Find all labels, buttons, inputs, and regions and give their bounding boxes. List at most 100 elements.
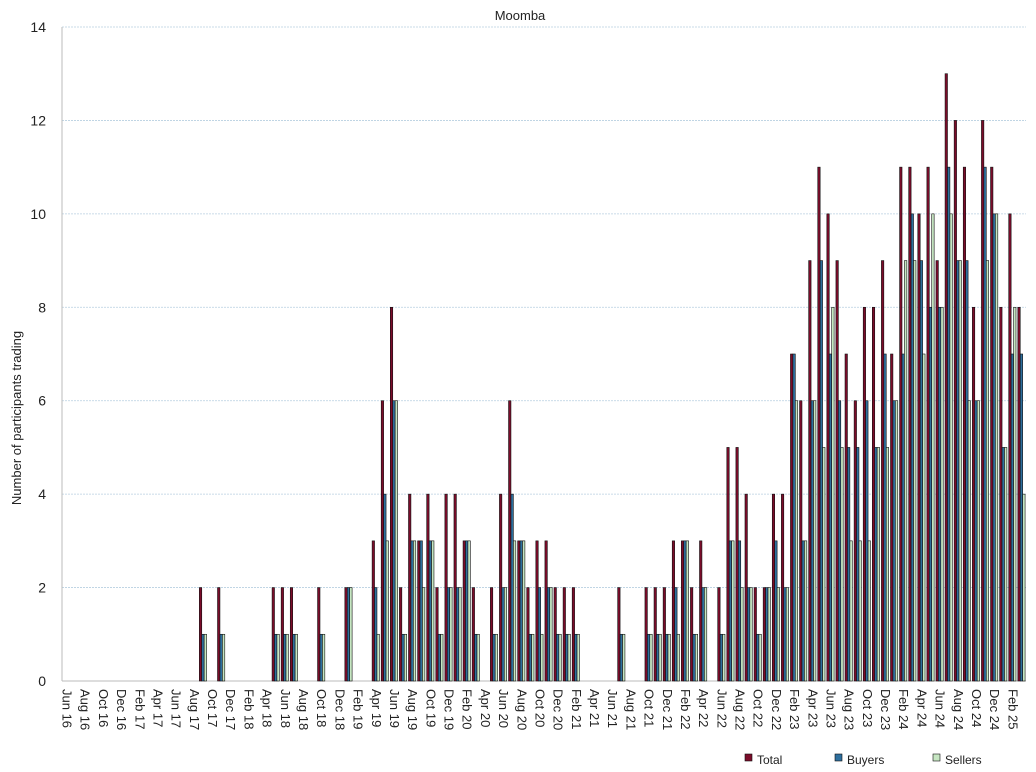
bar [919,260,923,682]
bar [1017,306,1021,682]
bar [981,120,985,682]
bar [428,540,432,682]
bar [431,540,435,682]
bar [285,633,289,682]
legend-swatch [932,753,941,762]
bar [899,166,903,682]
bar [844,353,848,682]
bar [822,447,826,682]
legend-label: Sellers [945,753,982,767]
bar [776,587,780,682]
bar [494,633,498,682]
bar [653,587,657,682]
bar [403,633,407,682]
x-tick-label: Jun 19 [387,689,402,728]
bar [1019,353,1023,682]
bar [962,166,966,682]
bar [537,587,541,682]
bar [422,587,426,682]
bar [292,633,296,682]
bar [699,540,703,682]
bar [765,587,769,682]
bar [810,400,814,682]
bar [467,540,471,682]
bar [401,633,405,682]
bar [738,540,742,682]
x-tick-label: Dec 16 [114,689,129,730]
bar [510,493,514,682]
bar [792,353,796,682]
x-tick-label: Jun 16 [60,689,75,728]
bar [522,540,526,682]
bar [774,540,778,682]
bar [999,306,1003,682]
bar [758,633,762,682]
x-tick-label: Aug 22 [733,689,748,730]
x-tick-label: Apr 19 [369,689,384,727]
bar [958,260,962,682]
bar [501,587,505,682]
bar [462,540,466,682]
bar [904,260,908,682]
x-tick-label: Aug 19 [405,689,420,730]
bar [865,400,869,682]
x-tick-label: Feb 21 [569,689,584,729]
bar [938,306,942,682]
bar [556,633,560,682]
bar [544,540,548,682]
x-tick-label: Oct 16 [96,689,111,727]
x-tick-label: Aug 16 [78,689,93,730]
x-tick-label: Aug 20 [514,689,529,730]
bar [762,587,766,682]
bar [1008,213,1012,682]
bar [694,633,698,682]
bar [731,540,735,682]
bar [426,493,430,682]
bar [735,447,739,682]
x-tick-label: Feb 17 [132,689,147,729]
bar [528,633,532,682]
bar [565,633,569,682]
bar [465,540,469,682]
bar [535,540,539,682]
bar [417,540,421,682]
bar [665,633,669,682]
bar [617,587,621,682]
x-tick-label: Jun 21 [605,689,620,728]
bar [656,633,660,682]
bar [294,633,298,682]
bar [474,633,478,682]
bar [1010,353,1014,682]
bar [647,633,651,682]
legend-swatch [744,753,753,762]
bar [883,353,887,682]
bar [517,540,521,682]
bar [274,633,278,682]
bar [685,540,689,682]
bar [392,400,396,682]
bar [390,306,394,682]
bar [767,587,771,682]
bar [322,633,326,682]
y-tick-label: 2 [38,580,46,596]
bar [674,587,678,682]
bar [531,633,535,682]
x-tick-label: Dec 19 [442,689,457,730]
bar [408,493,412,682]
x-tick-label: Dec 23 [878,689,893,730]
bar [410,540,414,682]
bar [795,400,799,682]
bar [319,633,323,682]
bar [965,260,969,682]
x-tick-label: Aug 24 [951,689,966,730]
bar [826,213,830,682]
bar [574,633,578,682]
bar [449,587,453,682]
bar [892,400,896,682]
bar [201,633,205,682]
bar [974,400,978,682]
bar [456,587,460,682]
x-tick-label: Oct 17 [205,689,220,727]
bar [801,540,805,682]
